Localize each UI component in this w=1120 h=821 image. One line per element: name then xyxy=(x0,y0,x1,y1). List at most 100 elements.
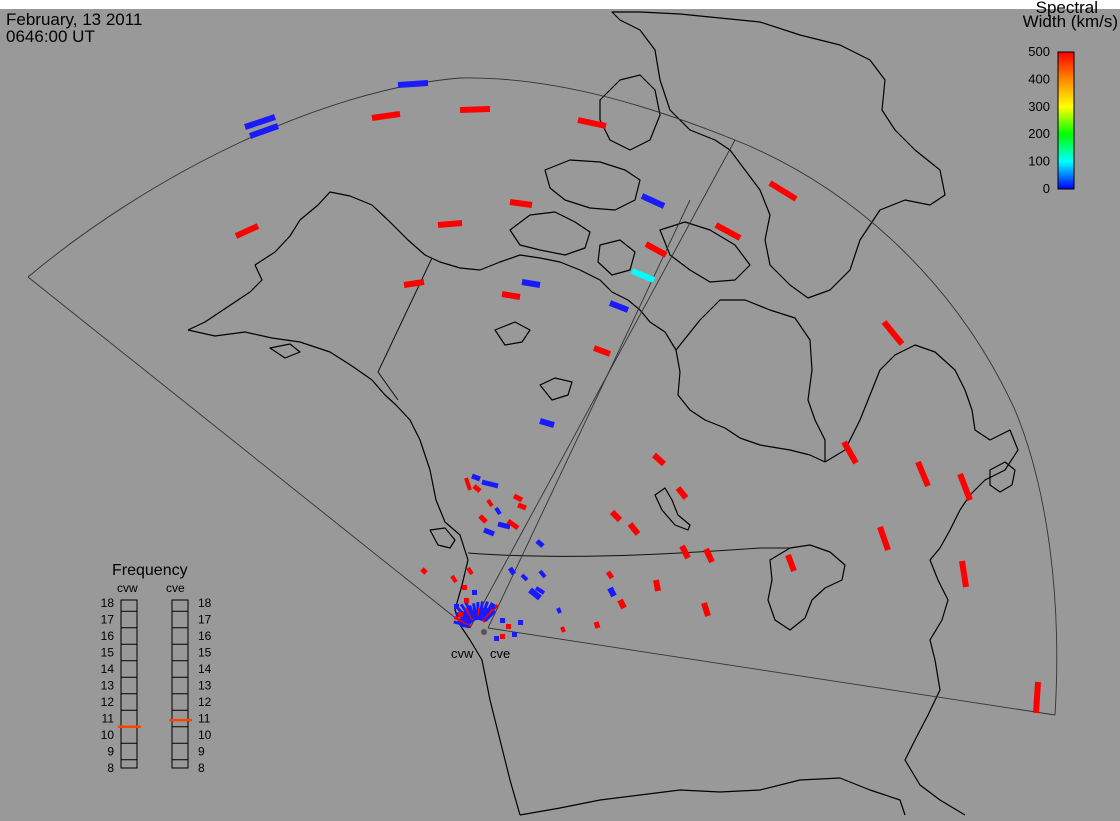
arctic-coast xyxy=(479,254,826,463)
echo-cell xyxy=(653,579,661,592)
echo-cell xyxy=(450,574,458,584)
frequency-title: Frequency xyxy=(112,562,188,579)
arctic-island-4 xyxy=(659,221,751,283)
echo-cell xyxy=(459,106,491,113)
frequency-east-tick-label: 11 xyxy=(198,712,211,726)
echo-cell xyxy=(915,460,931,488)
echo-cell xyxy=(403,279,425,288)
echo-cell xyxy=(512,493,524,503)
frequency-east-tick-label: 10 xyxy=(198,728,212,742)
echo-cell xyxy=(627,522,641,536)
echo-cell-small xyxy=(500,634,505,639)
echo-cell xyxy=(517,502,527,511)
echo-cell xyxy=(466,566,474,576)
colorbar-tick-label: 0 xyxy=(1043,181,1050,196)
gulf-coast xyxy=(519,777,906,816)
echo-cell xyxy=(397,80,429,88)
frequency-west-tick-label: 8 xyxy=(107,761,114,775)
echo-cell-small xyxy=(462,585,467,590)
echo-cell xyxy=(483,527,495,537)
radar-west-label: cvw xyxy=(451,646,474,661)
echo-cell xyxy=(539,418,555,428)
echo-cell xyxy=(701,602,711,617)
echo-cell xyxy=(617,598,627,610)
echo-cell-small xyxy=(500,618,505,623)
hudson-bay xyxy=(675,299,826,462)
great-bear-lake xyxy=(539,377,573,401)
east-coast xyxy=(904,509,966,816)
colorbar-gradient xyxy=(1057,51,1075,190)
echo-cell xyxy=(640,193,666,209)
frequency-west-tick-label: 15 xyxy=(101,646,115,660)
echo-cell xyxy=(486,498,494,508)
echo-cell xyxy=(471,473,481,482)
echo-cell xyxy=(605,570,615,580)
greenland xyxy=(611,11,946,299)
frequency-west-tick-label: 16 xyxy=(101,629,115,643)
echo-cell xyxy=(560,626,566,633)
echo-cell-small xyxy=(494,636,499,641)
echo-cell xyxy=(371,111,401,121)
echo-cell xyxy=(464,477,472,491)
alaska-west xyxy=(187,264,263,331)
echo-cell-small xyxy=(464,598,469,603)
frequency-east-tick-label: 18 xyxy=(198,596,212,610)
echo-cell xyxy=(630,268,656,283)
echo-cell xyxy=(607,586,617,598)
echo-cell xyxy=(538,569,547,579)
echo-cell xyxy=(234,223,260,239)
echo-cell-small xyxy=(506,624,511,629)
echo-cell xyxy=(785,553,797,573)
echo-cell xyxy=(248,123,280,139)
colorbar: Spectral Width (km/s) 500 400 300 200 100 0 xyxy=(1023,0,1118,196)
echo-cell xyxy=(506,518,520,531)
echo-cell xyxy=(472,484,482,493)
echo-cell-small xyxy=(512,632,517,637)
frequency-west-tick-label: 9 xyxy=(107,745,114,759)
echo-cell xyxy=(644,241,668,258)
colorbar-tick-label: 300 xyxy=(1028,99,1050,114)
frequency-west-label: cvw xyxy=(117,581,138,595)
frequency-west-bar xyxy=(120,599,138,769)
frequency-panel: Frequency cvw cve 18 18 17 17 16 16 15 15 14 14 13… xyxy=(101,562,212,775)
echo-cell xyxy=(420,567,428,575)
frequency-east-tick-label: 9 xyxy=(198,745,205,759)
frequency-east-label: cve xyxy=(166,581,185,595)
echo-cell xyxy=(244,114,276,130)
frequency-east-tick-label: 15 xyxy=(198,646,212,660)
arctic-island-6 xyxy=(494,321,531,346)
colorbar-title-line1: Spectral xyxy=(1036,0,1098,17)
echo-cell xyxy=(509,199,533,208)
echo-cell xyxy=(959,560,969,588)
echo-cell-small xyxy=(458,612,463,617)
echo-cell xyxy=(881,320,905,346)
echo-cell xyxy=(703,547,715,564)
echo-cell xyxy=(675,486,689,500)
labrador-coast xyxy=(824,344,1019,511)
echo-cell xyxy=(877,526,891,551)
echo-cell xyxy=(497,521,511,530)
arctic-island-5 xyxy=(597,239,636,276)
colorbar-title-line2: Width (km/s) xyxy=(1023,12,1118,31)
canada-us-border xyxy=(467,547,790,557)
frequency-west-tick-label: 12 xyxy=(101,695,115,709)
vancouver-island xyxy=(429,527,456,549)
arctic-island-2 xyxy=(544,159,641,211)
frequency-east-tick-label: 16 xyxy=(198,629,212,643)
echo-cell xyxy=(507,566,517,576)
coastlines xyxy=(187,11,1019,816)
time-label: 0646:00 UT xyxy=(6,27,95,46)
fov-east-radar-west-edge xyxy=(487,199,691,629)
alaska-coast xyxy=(187,329,521,816)
frequency-east-tick-label: 14 xyxy=(198,662,212,676)
frequency-east-bar xyxy=(171,599,189,769)
echo-cell xyxy=(768,180,798,202)
radar-site-marker xyxy=(481,629,487,635)
echo-cell xyxy=(608,300,630,313)
frequency-east-tick-label: 8 xyxy=(198,761,205,775)
echo-cell xyxy=(841,440,859,465)
echo-cell xyxy=(593,621,601,629)
fov-east-edge xyxy=(487,627,1056,716)
echo-cell xyxy=(520,573,529,582)
